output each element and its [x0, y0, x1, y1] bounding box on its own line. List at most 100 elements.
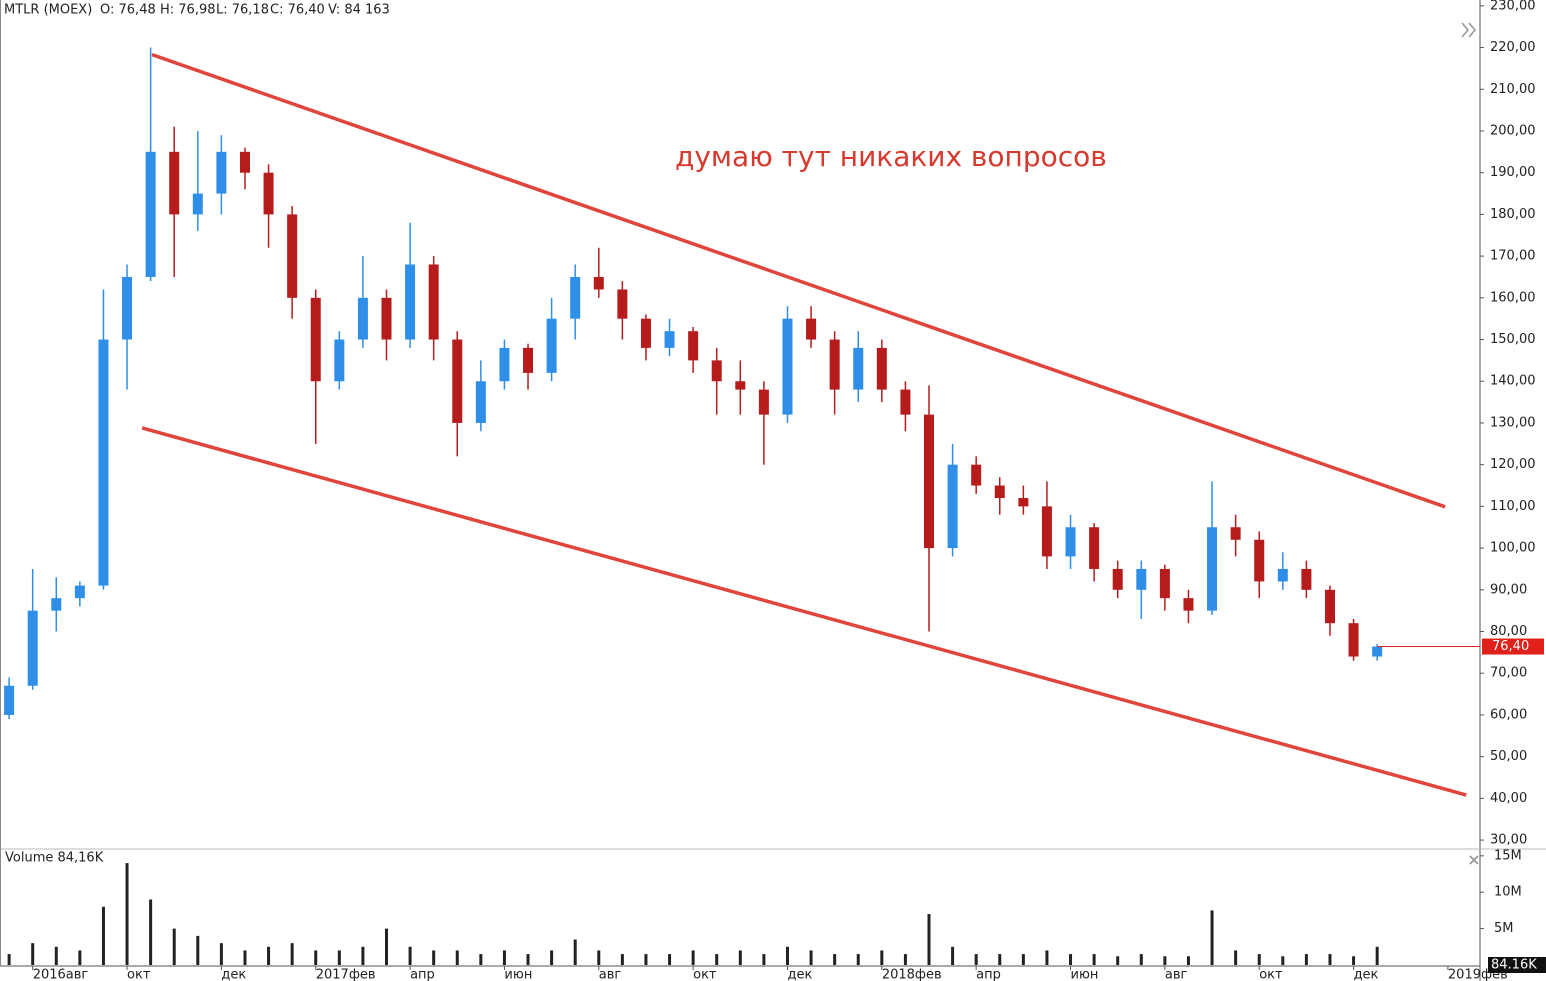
- volume-bar: [880, 950, 884, 965]
- volume-bar: [479, 954, 483, 965]
- y-tick-label: 60,00: [1490, 707, 1527, 722]
- candle-body: [782, 318, 793, 415]
- y-tick-label: 170,00: [1490, 249, 1536, 264]
- trend-line: [151, 52, 1446, 509]
- candle-body: [947, 464, 958, 549]
- candle-body: [239, 151, 250, 173]
- x-tick-label: окт: [693, 968, 717, 981]
- x-tick-label: дек: [787, 968, 812, 981]
- y-tick-label: 90,00: [1490, 582, 1527, 597]
- volume-bar: [762, 954, 766, 965]
- volume-bar: [243, 950, 247, 965]
- candle-body: [664, 331, 675, 348]
- x-tick-label: авг: [1165, 968, 1188, 981]
- y-tick-label: 50,00: [1490, 749, 1527, 764]
- candle-body: [546, 318, 557, 373]
- volume-bar: [1045, 950, 1049, 965]
- candle-body: [924, 414, 935, 549]
- candle-body: [475, 381, 486, 423]
- volume-bar: [1069, 954, 1073, 965]
- candle-body: [381, 297, 392, 340]
- volume-bar: [408, 946, 412, 965]
- y-tick-label: 200,00: [1490, 123, 1536, 138]
- candle-body: [74, 585, 85, 599]
- volume-bar: [550, 950, 554, 965]
- volume-bar: [785, 946, 789, 965]
- candle-body: [4, 685, 15, 715]
- volume-title: Volume 84,16K: [5, 851, 104, 866]
- x-tick-label: апр: [976, 968, 1001, 981]
- candle-body: [994, 485, 1005, 499]
- volume-bar: [337, 950, 341, 965]
- ohlc-value: H: 76,98: [160, 3, 216, 18]
- ohlc-value: C: 76,40: [270, 3, 325, 18]
- candle-body: [1089, 527, 1100, 569]
- symbol: MTLR (MOEX): [4, 3, 92, 18]
- volume-bar: [668, 954, 672, 965]
- y-tick-label: 80,00: [1490, 624, 1527, 639]
- candle-body: [971, 464, 982, 486]
- y-tick-label: 190,00: [1490, 165, 1536, 180]
- x-tick-label: авг: [599, 968, 622, 981]
- collapse-icon[interactable]: [1461, 22, 1477, 38]
- volume-bar: [998, 954, 1002, 965]
- x-tick-label: дек: [1354, 968, 1379, 981]
- volume-bar: [1139, 954, 1143, 965]
- volume-bar: [1186, 956, 1190, 965]
- candle-body: [169, 151, 180, 215]
- volume-bar: [951, 946, 955, 965]
- volume-bar: [101, 906, 105, 965]
- x-tick-label: дек: [221, 968, 246, 981]
- volume-bar: [1092, 954, 1096, 965]
- y-tick-label: 220,00: [1490, 40, 1536, 55]
- candle-body: [452, 339, 463, 423]
- candle-body: [1136, 568, 1147, 590]
- volume-bar: [149, 899, 153, 965]
- candle-body: [640, 318, 651, 348]
- candle-body: [334, 339, 345, 382]
- volume-bar: [125, 863, 129, 965]
- candle-body: [1230, 527, 1241, 540]
- volume-bar: [1281, 956, 1285, 965]
- candle-body: [1065, 527, 1076, 557]
- ohlc-value: V: 84 163: [328, 3, 390, 18]
- candle-body: [1159, 568, 1170, 599]
- volume-bar: [620, 954, 624, 965]
- x-tick-label: июн: [504, 968, 532, 981]
- volume-bar: [7, 954, 11, 965]
- volume-bar: [54, 946, 58, 965]
- volume-bar: [1163, 956, 1167, 965]
- volume-bar: [31, 943, 35, 965]
- candle-body: [1207, 527, 1218, 611]
- candle-body: [853, 347, 864, 390]
- volume-bar: [172, 928, 176, 965]
- x-tick-label: 2018фев: [882, 968, 942, 981]
- volume-bar: [1328, 954, 1332, 965]
- x-tick-label: 2017фев: [316, 968, 376, 981]
- volume-bar: [526, 954, 530, 965]
- y-tick-label: 140,00: [1490, 374, 1536, 389]
- volume-bar: [1234, 950, 1238, 965]
- candle-body: [1348, 623, 1359, 657]
- candle-body: [51, 598, 62, 611]
- candle-body: [829, 339, 840, 390]
- volume-bar: [644, 954, 648, 965]
- volume-bar: [384, 928, 388, 965]
- trend-line: [141, 426, 1467, 797]
- volume-bar: [856, 954, 860, 965]
- close-icon[interactable]: [1469, 855, 1479, 865]
- candle-body: [1277, 568, 1288, 582]
- volume-last-box: [1488, 957, 1546, 973]
- volume-bar: [1352, 956, 1356, 965]
- candle-body: [1324, 589, 1335, 624]
- candle-body: [711, 360, 722, 382]
- candle-body: [357, 297, 368, 340]
- candle-body: [876, 347, 887, 390]
- volume-bar: [1116, 956, 1120, 965]
- y-tick-label: 110,00: [1490, 499, 1536, 514]
- candle-body: [1301, 568, 1312, 590]
- volume-bar: [314, 950, 318, 965]
- last-price-box: [1482, 638, 1544, 655]
